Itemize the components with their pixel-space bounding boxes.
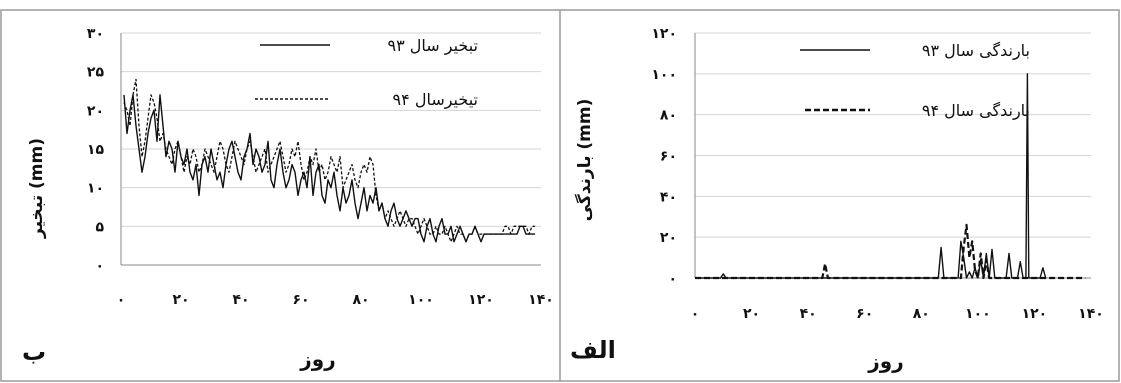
precipitation-y-tick-label: ۱۰۰ [651,67,677,83]
precipitation-x-tick-label: ۴۰ [800,306,817,322]
evaporation-y-tick-label: ۱۰ [87,181,104,197]
evaporation-panel: ۰ ۵ ۱۰ ۱۵ ۲۰ ۲۵ ۳۰ ۰ ۲۰ ۴۰ ۶۰ ۸۰ ۱۰۰ ۱۲۰ ۱۴۰ تبخیر سا… [22,26,554,371]
precipitation-x-tick-label: ۸۰ [913,306,930,322]
panel-label-alef: الف [570,336,616,364]
evaporation-x-tick-label: ۱۰۰ [408,292,434,308]
legend-label-93: تبخیر سال ۹۳ [387,36,478,56]
evaporation-x-tick-label: ۱۲۰ [468,292,494,308]
precipitation-x-label: روز [867,349,903,373]
evaporation-y-tick-label: ۱۵ [87,142,105,158]
precipitation-series-line-94 [695,223,1086,280]
precipitation-y-tick-label: ۱۲۰ [651,26,677,42]
precipitation-y-tick-label: ۴۰ [660,189,677,205]
evaporation-x-tick-label: ۱۴۰ [528,292,554,308]
evaporation-y-ticks: ۰ ۵ ۱۰ ۱۵ ۲۰ ۲۵ ۳۰ [87,26,105,274]
legend-label-93: بارندگی سال ۹۳ [922,41,1030,61]
evaporation-x-ticks: ۰ ۲۰ ۴۰ ۶۰ ۸۰ ۱۰۰ ۱۲۰ ۱۴۰ [117,292,554,308]
precipitation-y-tick-label: ۰ [668,271,677,287]
panel-label-b: ب [22,338,46,366]
evaporation-grid [121,32,541,227]
evaporation-axes [120,33,541,266]
precipitation-y-tick-label: ۸۰ [660,108,677,124]
precipitation-x-tick-label: ۱۲۰ [1022,306,1048,322]
precipitation-y-label: بارندگی (mm) [574,99,595,222]
legend-label-94: تیخیرسال ۹۴ [393,90,478,110]
evaporation-x-tick-label: ۶۰ [292,292,309,308]
precipitation-legend: بارندگی سال ۹۳ بارندگی سال ۹۴ [800,41,1030,121]
precipitation-x-tick-label: ۱۰۰ [965,306,991,322]
precipitation-panel: ۰ ۲۰ ۴۰ ۶۰ ۸۰ ۱۰۰ ۱۲۰ ۰ ۲۰ ۴۰ ۶۰ ۸۰ ۱۰۰ ۱۲۰ ۱۴۰ بارند… [570,26,1104,373]
evaporation-x-tick-label: ۰ [117,292,126,308]
evaporation-x-tick-label: ۲۰ [172,292,189,308]
precipitation-x-tick-label: ۰ [691,306,700,322]
evaporation-y-tick-label: ۲۰ [87,103,104,119]
evaporation-y-tick-label: ۵ [95,219,104,235]
evaporation-series [123,78,535,243]
evaporation-y-label: تبخیر (mm) [27,138,47,239]
precipitation-x-tick-label: ۲۰ [743,306,760,322]
evaporation-y-tick-label: ۲۵ [87,65,105,81]
evaporation-x-tick-label: ۸۰ [352,292,369,308]
evaporation-x-label: روز [299,347,335,371]
evaporation-y-tick-label: ۳۰ [87,26,104,42]
precipitation-x-ticks: ۰ ۲۰ ۴۰ ۶۰ ۸۰ ۱۰۰ ۱۲۰ ۱۴۰ [691,306,1104,322]
precipitation-x-tick-label: ۶۰ [856,306,873,322]
evaporation-x-tick-label: ۴۰ [232,292,249,308]
legend-label-94: بارندگی سال ۹۴ [922,101,1030,121]
precipitation-y-tick-label: ۶۰ [660,149,677,165]
evaporation-y-tick-label: ۰ [95,258,104,274]
evaporation-series-line-94 [123,78,535,243]
precipitation-y-ticks: ۰ ۲۰ ۴۰ ۶۰ ۸۰ ۱۰۰ ۱۲۰ [651,26,677,287]
evaporation-legend: تبخیر سال ۹۳ تیخیرسال ۹۴ [255,36,478,110]
precipitation-series [695,73,1086,280]
precipitation-y-tick-label: ۲۰ [660,230,677,246]
precipitation-grid [695,32,1091,238]
precipitation-x-tick-label: ۱۴۰ [1078,306,1104,322]
